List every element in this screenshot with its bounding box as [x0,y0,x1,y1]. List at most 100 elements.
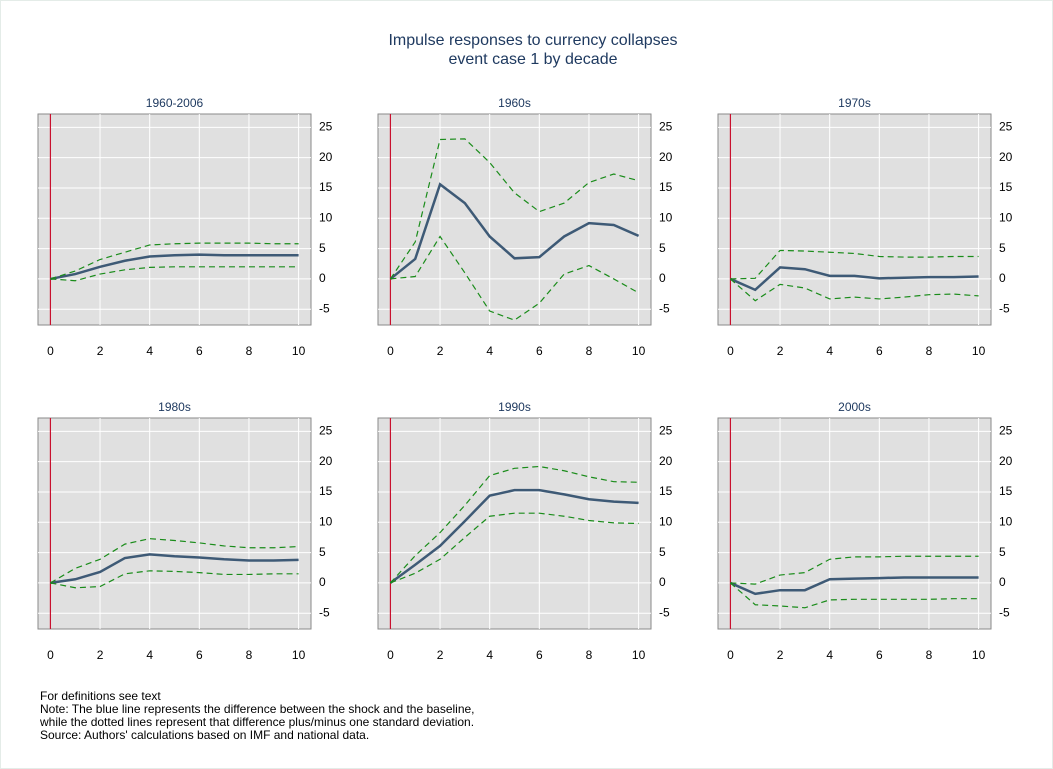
y-tick-label: 10 [999,514,1013,528]
x-tick-label: 2 [777,648,784,662]
y-tick-label: 15 [659,180,673,194]
mean-line [50,253,299,281]
x-tick-label: 6 [536,648,543,662]
panel-title: 2000s [838,400,871,414]
y-tick-label: 10 [319,210,333,224]
band-line [730,555,979,585]
y-tick-label: 5 [999,241,1006,255]
x-tick-label: 6 [876,344,883,358]
mean-line [50,553,299,585]
y-tick-label: 5 [999,545,1006,559]
band-line [50,242,299,280]
y-tick-label: 20 [999,150,1013,164]
x-tick-label: 4 [146,344,153,358]
panel-title: 1960-2006 [146,96,204,110]
x-tick-label: 8 [246,648,253,662]
x-tick-label: 10 [632,344,646,358]
panel-title: 1960s [498,96,531,110]
x-tick-label: 2 [97,344,104,358]
y-tick-label: 5 [319,545,326,559]
y-tick-label: 15 [319,180,333,194]
plot-area [377,113,652,326]
y-tick-label: 25 [659,120,673,134]
band-line [50,570,299,589]
x-tick-label: 4 [826,344,833,358]
x-tick-label: 10 [972,344,986,358]
y-tick-label: -5 [319,605,330,619]
plot-area [717,113,992,326]
x-tick-label: 0 [727,648,734,662]
y-tick-label: 10 [999,210,1013,224]
y-tick-label: 20 [319,150,333,164]
x-tick-label: 8 [246,344,253,358]
x-tick-label: 2 [777,344,784,358]
y-tick-label: 20 [319,454,333,468]
x-tick-label: 0 [47,344,54,358]
y-tick-label: 15 [659,484,673,498]
y-tick-label: 20 [659,454,673,468]
plot-area [37,113,312,326]
y-tick-label: 10 [659,210,673,224]
band-line [389,465,639,584]
note: Note: The blue line represents the diffe… [40,702,475,716]
band-line [50,538,299,584]
y-tick-label: 0 [319,271,326,285]
x-tick-label: 10 [292,344,306,358]
y-tick-label: 15 [319,484,333,498]
y-tick-label: 25 [999,120,1013,134]
y-tick-label: 25 [319,120,333,134]
y-tick-label: 25 [319,424,333,438]
y-tick-label: 0 [999,271,1006,285]
y-tick-label: 5 [659,241,666,255]
x-tick-label: 0 [387,648,394,662]
x-tick-label: 6 [876,648,883,662]
x-tick-label: 6 [536,344,543,358]
x-tick-label: 0 [727,344,734,358]
x-tick-label: 6 [196,648,203,662]
mean-line [389,488,639,584]
x-tick-label: 4 [486,344,493,358]
panel-title: 1980s [158,400,191,414]
plot-area [37,417,312,630]
x-tick-label: 2 [437,648,444,662]
note: while the dotted lines represent that di… [39,715,474,729]
x-tick-label: 2 [97,648,104,662]
x-tick-label: 0 [47,648,54,662]
panel-title: 1970s [838,96,871,110]
x-tick-label: 8 [586,344,593,358]
band-line [730,582,979,609]
x-tick-label: 10 [292,648,306,662]
panel-title: 1990s [498,400,531,414]
y-tick-label: 10 [319,514,333,528]
y-tick-label: 15 [999,180,1013,194]
figure-subtitle: event case 1 by decade [448,51,617,68]
y-tick-label: -5 [659,301,670,315]
y-tick-label: 0 [319,575,326,589]
x-tick-label: 2 [437,344,444,358]
x-tick-label: 4 [486,648,493,662]
y-tick-label: 5 [319,241,326,255]
y-tick-label: 25 [999,424,1013,438]
y-tick-label: 5 [659,545,666,559]
mean-line [729,266,979,292]
y-tick-label: 0 [659,575,666,589]
note: Source: Authors' calculations based on I… [40,728,369,742]
x-tick-label: 6 [196,344,203,358]
y-tick-label: 20 [659,150,673,164]
x-tick-label: 10 [972,648,986,662]
note: For definitions see text [40,689,161,703]
x-tick-label: 8 [586,648,593,662]
x-tick-label: 4 [826,648,833,662]
x-tick-label: 10 [632,648,646,662]
y-tick-label: 0 [999,575,1006,589]
mean-line [389,182,640,280]
band-line [50,266,299,282]
x-tick-label: 0 [387,344,394,358]
x-tick-label: 4 [146,648,153,662]
mean-line [729,576,979,596]
plot-area [717,417,992,630]
y-tick-label: 25 [659,424,673,438]
band-line [390,235,639,321]
band-line [389,138,639,280]
